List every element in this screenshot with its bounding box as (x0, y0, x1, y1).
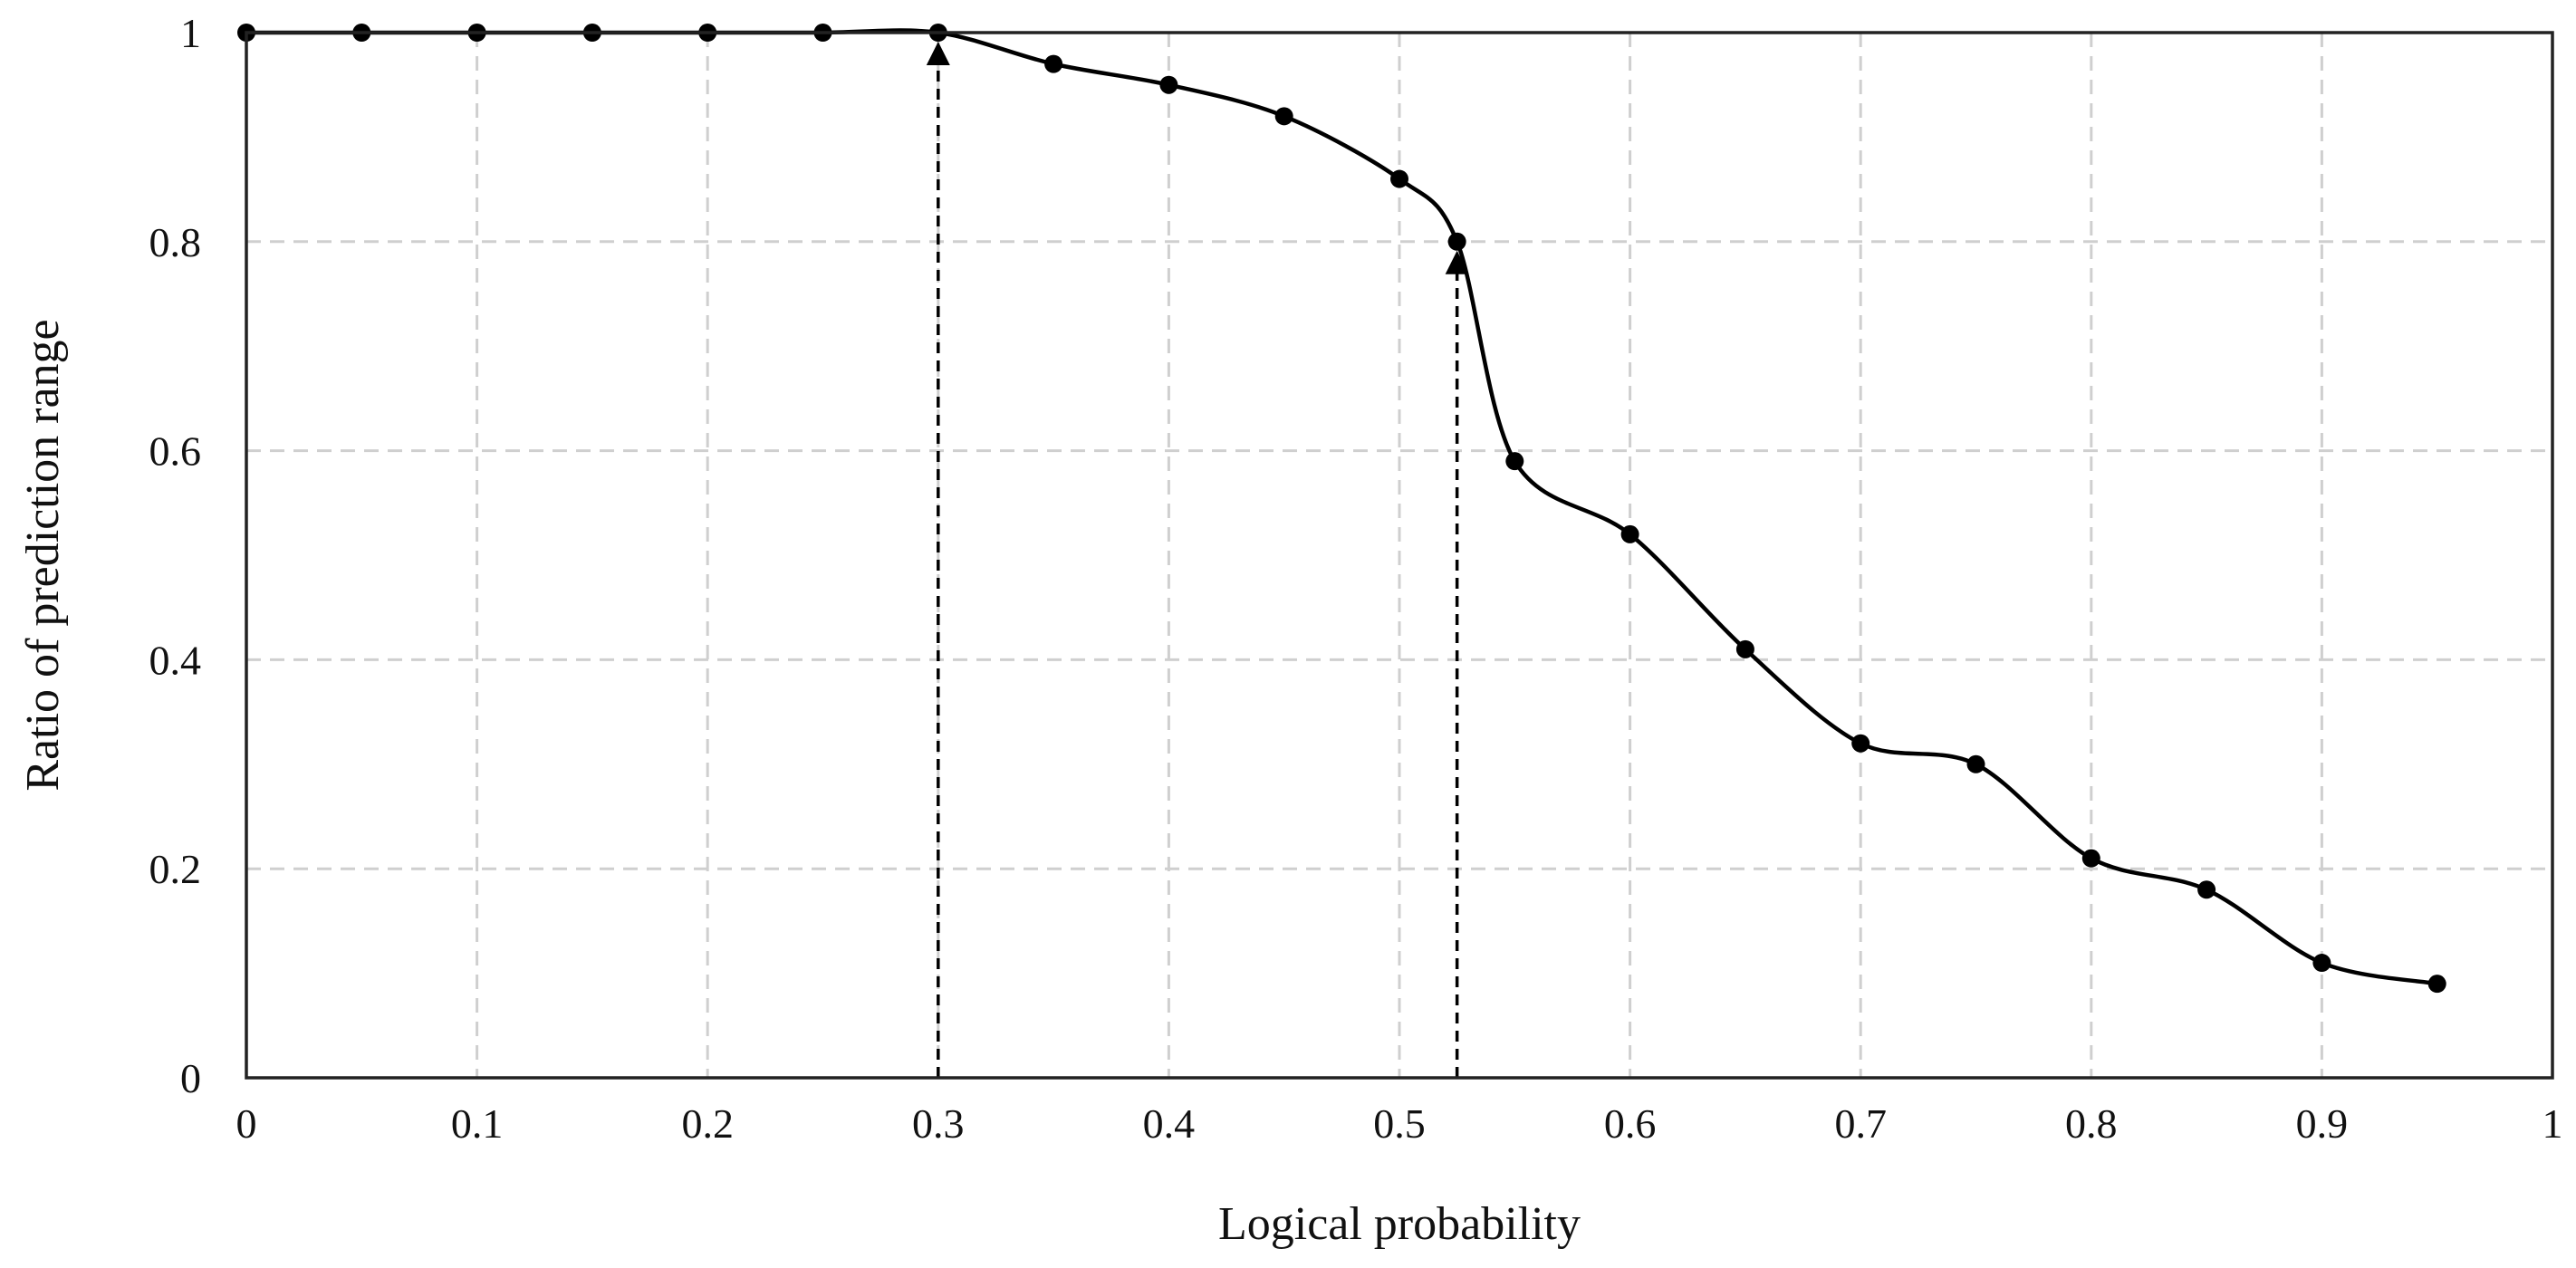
data-point (1505, 452, 1524, 471)
x-tick-label: 1 (2542, 1100, 2563, 1147)
data-point (1044, 54, 1063, 73)
y-tick-label: 0.6 (149, 428, 202, 475)
x-tick-label: 0.4 (1143, 1100, 1196, 1147)
data-point (2312, 954, 2331, 973)
data-points (237, 24, 2446, 994)
series-line (246, 28, 2438, 986)
grid (246, 33, 2552, 1078)
annotation-arrow-head (1445, 250, 1469, 274)
annotation-arrows (926, 42, 1469, 1078)
data-point (2081, 849, 2100, 868)
data-point (1966, 754, 1985, 773)
data-point (1447, 232, 1466, 251)
annotation-arrow-head (926, 42, 950, 65)
x-tick-labels: 0 0.1 0.2 0.3 0.4 0.5 0.6 0.7 0.8 0.9 1 (236, 1100, 2563, 1147)
data-point (1159, 75, 1178, 94)
data-point (2197, 880, 2216, 899)
data-point (1851, 734, 1870, 753)
x-tick-label: 0.6 (1604, 1100, 1657, 1147)
x-tick-label: 0.8 (2065, 1100, 2118, 1147)
plot-frame (245, 31, 2554, 1080)
x-tick-label: 0.7 (1834, 1100, 1887, 1147)
x-tick-label: 0.3 (912, 1100, 965, 1147)
data-point (1620, 524, 1639, 543)
y-tick-labels: 0 0.2 0.4 0.6 0.8 1 (149, 10, 202, 1101)
data-point (1390, 169, 1408, 188)
data-point (1274, 107, 1293, 126)
y-axis-title: Ratio of prediction range (17, 319, 69, 791)
x-tick-label: 0.5 (1373, 1100, 1426, 1147)
x-tick-label: 0.9 (2296, 1100, 2349, 1147)
x-tick-label: 0.1 (451, 1100, 504, 1147)
x-axis-title: Logical probability (1218, 1198, 1581, 1250)
y-tick-label: 0.2 (149, 846, 202, 892)
data-point (1735, 639, 1754, 658)
x-tick-label: 0 (236, 1100, 257, 1147)
x-tick-label: 0.2 (681, 1100, 734, 1147)
y-tick-label: 0 (180, 1055, 201, 1101)
y-tick-label: 0.4 (149, 637, 202, 683)
data-point (2427, 975, 2446, 994)
y-tick-label: 1 (180, 10, 201, 56)
y-tick-label: 0.8 (149, 219, 202, 265)
